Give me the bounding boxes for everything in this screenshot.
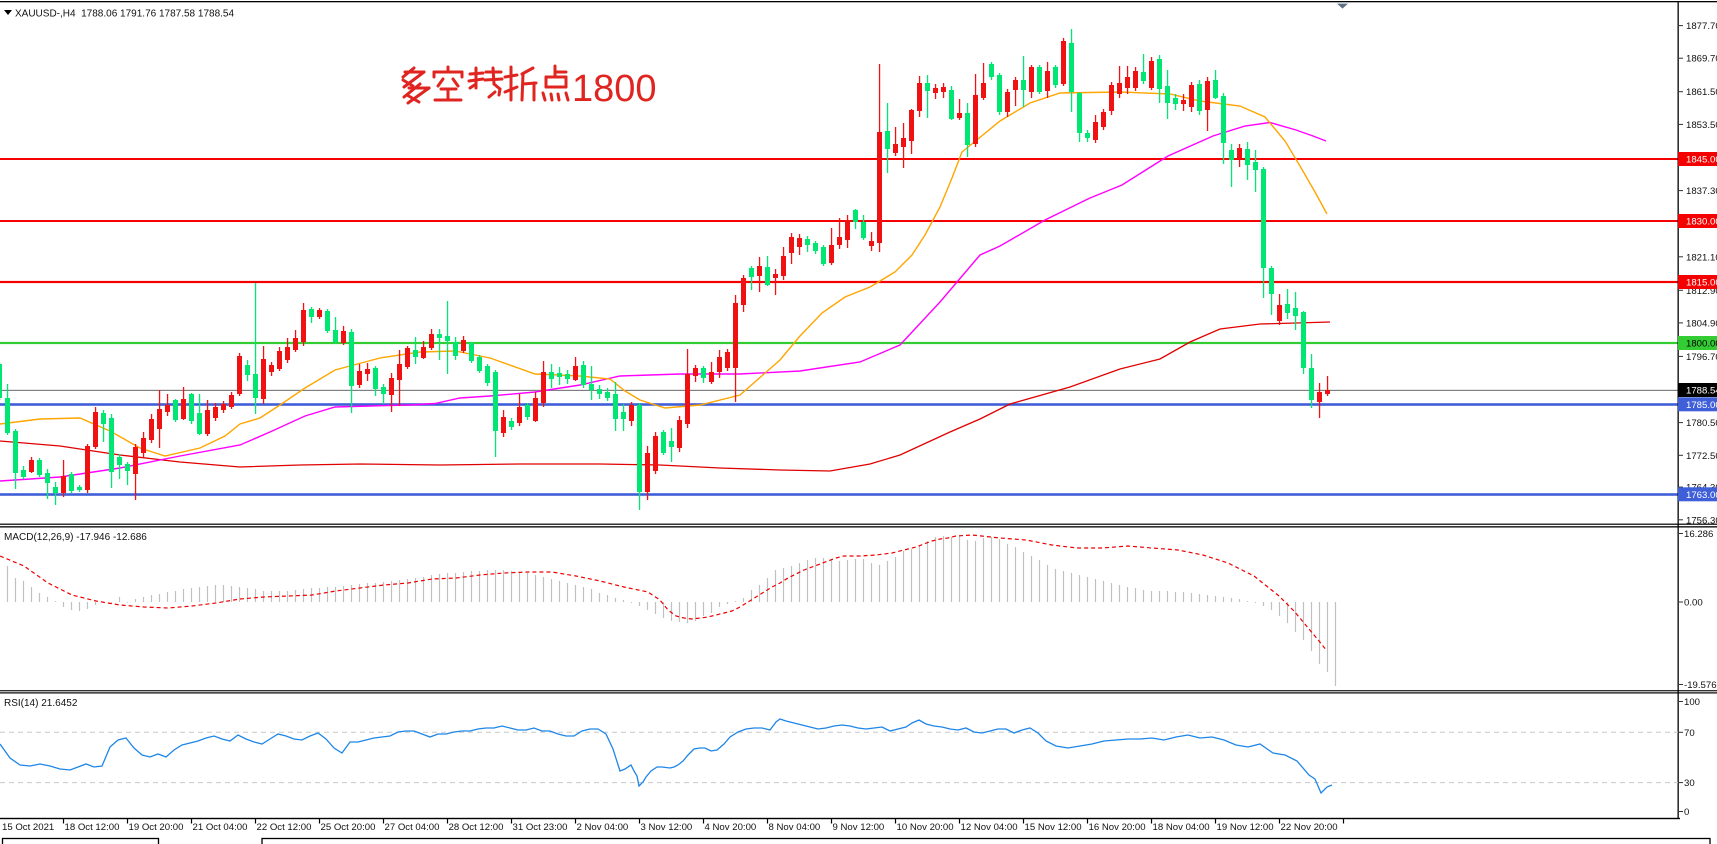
svg-text:19 Nov 12:00: 19 Nov 12:00 (1217, 822, 1274, 833)
svg-text:1785.00: 1785.00 (1686, 400, 1717, 411)
svg-text:3 Nov 12:00: 3 Nov 12:00 (641, 822, 693, 833)
svg-text:1788.54: 1788.54 (1686, 386, 1717, 397)
svg-text:1763.00: 1763.00 (1686, 490, 1717, 501)
svg-text:22 Nov 20:00: 22 Nov 20:00 (1281, 822, 1338, 833)
svg-text:1815.00: 1815.00 (1686, 278, 1717, 289)
svg-text:XAUUSD-,H4 1788.06 1791.76 17: XAUUSD-,H4 1788.06 1791.76 1787.58 1788.… (15, 9, 234, 20)
svg-text:16 Nov 20:00: 16 Nov 20:00 (1089, 822, 1146, 833)
svg-text:18 Nov 04:00: 18 Nov 04:00 (1153, 822, 1210, 833)
svg-text:1861.50: 1861.50 (1686, 87, 1717, 98)
svg-text:RSI(14) 21.6452: RSI(14) 21.6452 (4, 698, 78, 709)
svg-text:8 Nov 04:00: 8 Nov 04:00 (769, 822, 821, 833)
svg-text:31 Oct 23:00: 31 Oct 23:00 (513, 822, 568, 833)
svg-text:1853.50: 1853.50 (1686, 120, 1717, 131)
svg-text:12 Nov 04:00: 12 Nov 04:00 (961, 822, 1018, 833)
svg-text:-19.576: -19.576 (1684, 680, 1717, 691)
svg-text:0.00: 0.00 (1684, 598, 1703, 609)
svg-text:1800: 1800 (572, 68, 657, 110)
svg-text:25 Oct 20:00: 25 Oct 20:00 (321, 822, 376, 833)
svg-text:1756.30: 1756.30 (1686, 515, 1717, 526)
svg-text:1877.70: 1877.70 (1686, 21, 1717, 32)
svg-text:28 Oct 12:00: 28 Oct 12:00 (449, 822, 504, 833)
svg-text:1821.10: 1821.10 (1686, 252, 1717, 263)
svg-text:15 Nov 12:00: 15 Nov 12:00 (1025, 822, 1082, 833)
svg-text:18 Oct 12:00: 18 Oct 12:00 (65, 822, 120, 833)
svg-text:1869.70: 1869.70 (1686, 54, 1717, 65)
svg-text:9 Nov 12:00: 9 Nov 12:00 (833, 822, 885, 833)
svg-text:1830.00: 1830.00 (1686, 217, 1717, 228)
svg-text:19 Oct 20:00: 19 Oct 20:00 (129, 822, 184, 833)
svg-text:16.286: 16.286 (1684, 529, 1713, 540)
svg-text:27 Oct 04:00: 27 Oct 04:00 (385, 822, 440, 833)
svg-text:0: 0 (1684, 807, 1689, 818)
svg-text:70: 70 (1684, 728, 1695, 739)
svg-text:1780.50: 1780.50 (1686, 418, 1717, 429)
svg-text:10 Nov 20:00: 10 Nov 20:00 (897, 822, 954, 833)
svg-text:1837.30: 1837.30 (1686, 186, 1717, 197)
svg-text:22 Oct 12:00: 22 Oct 12:00 (257, 822, 312, 833)
svg-text:100: 100 (1684, 697, 1700, 708)
svg-text:1812.90: 1812.90 (1686, 286, 1717, 297)
svg-text:1845.00: 1845.00 (1686, 155, 1717, 166)
svg-text:1772.50: 1772.50 (1686, 451, 1717, 462)
svg-text:30: 30 (1684, 778, 1695, 789)
svg-text:2 Nov 04:00: 2 Nov 04:00 (577, 822, 629, 833)
svg-text:15 Oct 2021: 15 Oct 2021 (2, 822, 54, 833)
svg-text:1796.70: 1796.70 (1686, 352, 1717, 363)
svg-text:MACD(12,26,9) -17.946 -12.686: MACD(12,26,9) -17.946 -12.686 (4, 532, 147, 543)
svg-text:1800.00: 1800.00 (1686, 339, 1717, 350)
svg-text:21 Oct 04:00: 21 Oct 04:00 (193, 822, 248, 833)
svg-text:1804.90: 1804.90 (1686, 318, 1717, 329)
svg-text:4 Nov 20:00: 4 Nov 20:00 (705, 822, 757, 833)
